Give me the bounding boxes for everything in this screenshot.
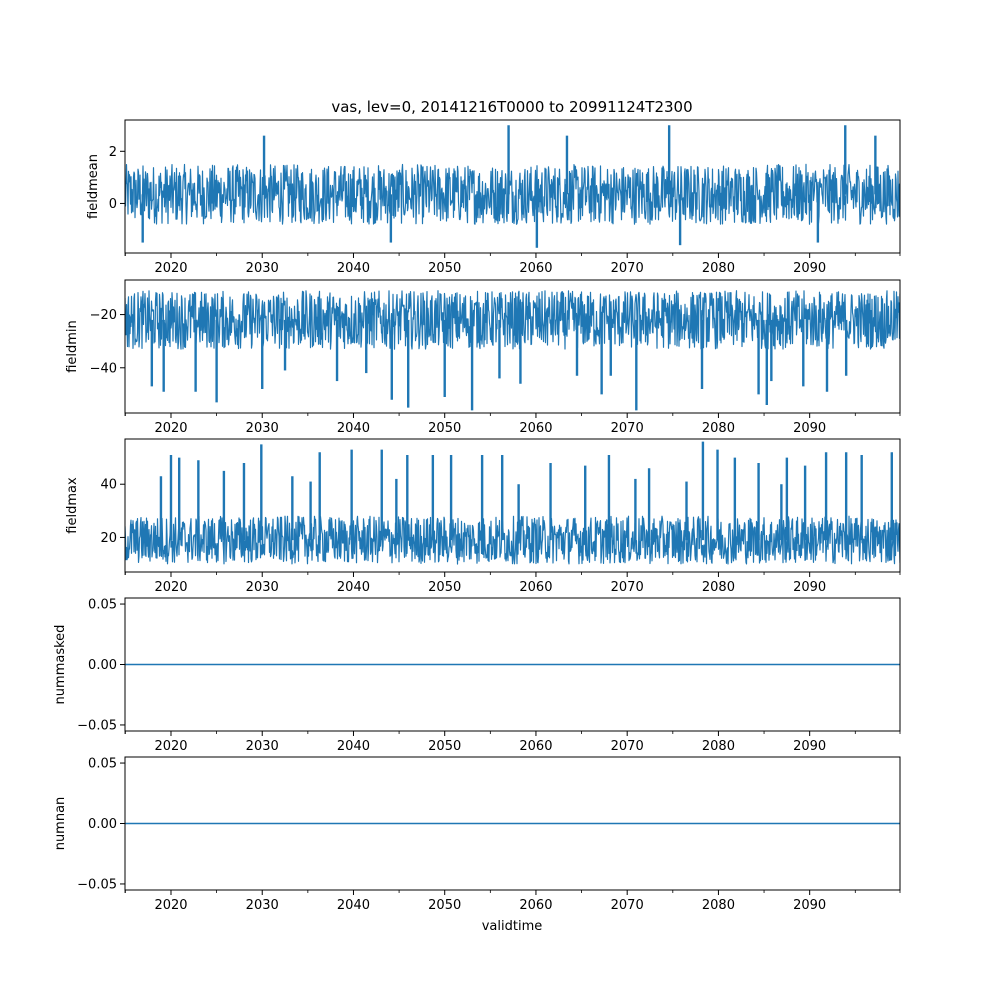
y-tick-label: −0.05 [77,877,117,892]
y-axis-label: fieldmin [65,320,80,373]
x-tick-label: 2080 [702,739,735,754]
y-tick-label: −20 [90,308,117,323]
x-tick-label: 2070 [611,421,644,436]
axes-frame [124,279,901,414]
series-fieldmean [125,125,900,248]
subplot-fieldmin: 2020 2030 2040 2050 2060 2070 2080 2090 −20 −40 fi… [65,279,901,436]
data-line-fieldmean [125,163,900,225]
y-tick-label: 0.05 [88,757,117,772]
x-tick-label: 2080 [702,421,735,436]
data-line-fieldmax [125,515,900,565]
y-axis-label: fieldmax [65,477,80,534]
x-tick-label: 2070 [611,898,644,913]
axes-frame [124,438,901,573]
x-axis-label: validtime [482,919,543,934]
subplot-fieldmean: 2020 2030 2040 2050 2060 2070 2080 2090 2 0 fieldm… [86,119,901,276]
data-line-fieldmin [125,290,900,350]
x-tick-label: 2070 [611,261,644,276]
x-tick-label: 2080 [702,898,735,913]
x-tick-label: 2050 [428,421,461,436]
x-tick-label: 2040 [337,739,370,754]
x-tick-label: 2060 [519,739,552,754]
y-tick-label: 0.00 [88,817,117,832]
y-tick-label: 0 [109,197,117,212]
x-tick-label: 2090 [793,261,826,276]
series-fieldmax [125,441,900,565]
x-tick-label: 2040 [337,898,370,913]
x-tick-label: 2090 [793,898,826,913]
x-tick-label: 2040 [337,421,370,436]
axes-frame [124,119,901,254]
x-tick-label: 2020 [154,421,187,436]
x-tick-label: 2060 [519,580,552,595]
x-tick-label: 2020 [154,898,187,913]
x-tick-label: 2030 [246,261,279,276]
x-tick-label: 2050 [428,898,461,913]
y-tick-label: 20 [100,531,117,546]
x-tick-label: 2030 [246,898,279,913]
y-axis-label: fieldmean [86,154,101,219]
x-tick-label: 2020 [154,261,187,276]
x-tick-label: 2060 [519,261,552,276]
x-tick-label: 2050 [428,580,461,595]
y-tick-label: 0.00 [88,658,117,673]
x-tick-label: 2040 [337,580,370,595]
x-tick-label: 2050 [428,261,461,276]
x-tick-label: 2020 [154,580,187,595]
y-axis-label: numnan [53,797,68,851]
subplot-numnan: 2020 2030 2040 2050 2060 2070 2080 2090 0.05 0.00… [53,756,901,913]
x-tick-label: 2060 [519,898,552,913]
x-tick-label: 2080 [702,580,735,595]
x-tick-label: 2080 [702,261,735,276]
x-tick-label: 2060 [519,421,552,436]
y-tick-label: 40 [100,478,117,493]
y-tick-label: −40 [90,361,117,376]
y-tick-label: −0.05 [77,718,117,733]
x-tick-label: 2020 [154,739,187,754]
subplot-fieldmax: 2020 2030 2040 2050 2060 2070 2080 2090 40 20 fiel… [65,438,901,595]
subplot-nummasked: 2020 2030 2040 2050 2060 2070 2080 2090 0.05 0.00… [53,597,901,754]
x-tick-label: 2050 [428,739,461,754]
y-axis-label: nummasked [53,625,68,705]
x-tick-label: 2090 [793,580,826,595]
y-tick-label: 2 [109,145,117,160]
x-tick-label: 2070 [611,580,644,595]
x-tick-label: 2070 [611,739,644,754]
x-tick-label: 2040 [337,261,370,276]
series-fieldmin [125,290,900,411]
x-tick-label: 2030 [246,580,279,595]
x-tick-label: 2090 [793,739,826,754]
x-tick-label: 2030 [246,739,279,754]
x-tick-label: 2090 [793,421,826,436]
chart-title: vas, lev=0, 20141216T0000 to 20991124T23… [331,98,692,116]
y-tick-label: 0.05 [88,598,117,613]
x-tick-label: 2030 [246,421,279,436]
